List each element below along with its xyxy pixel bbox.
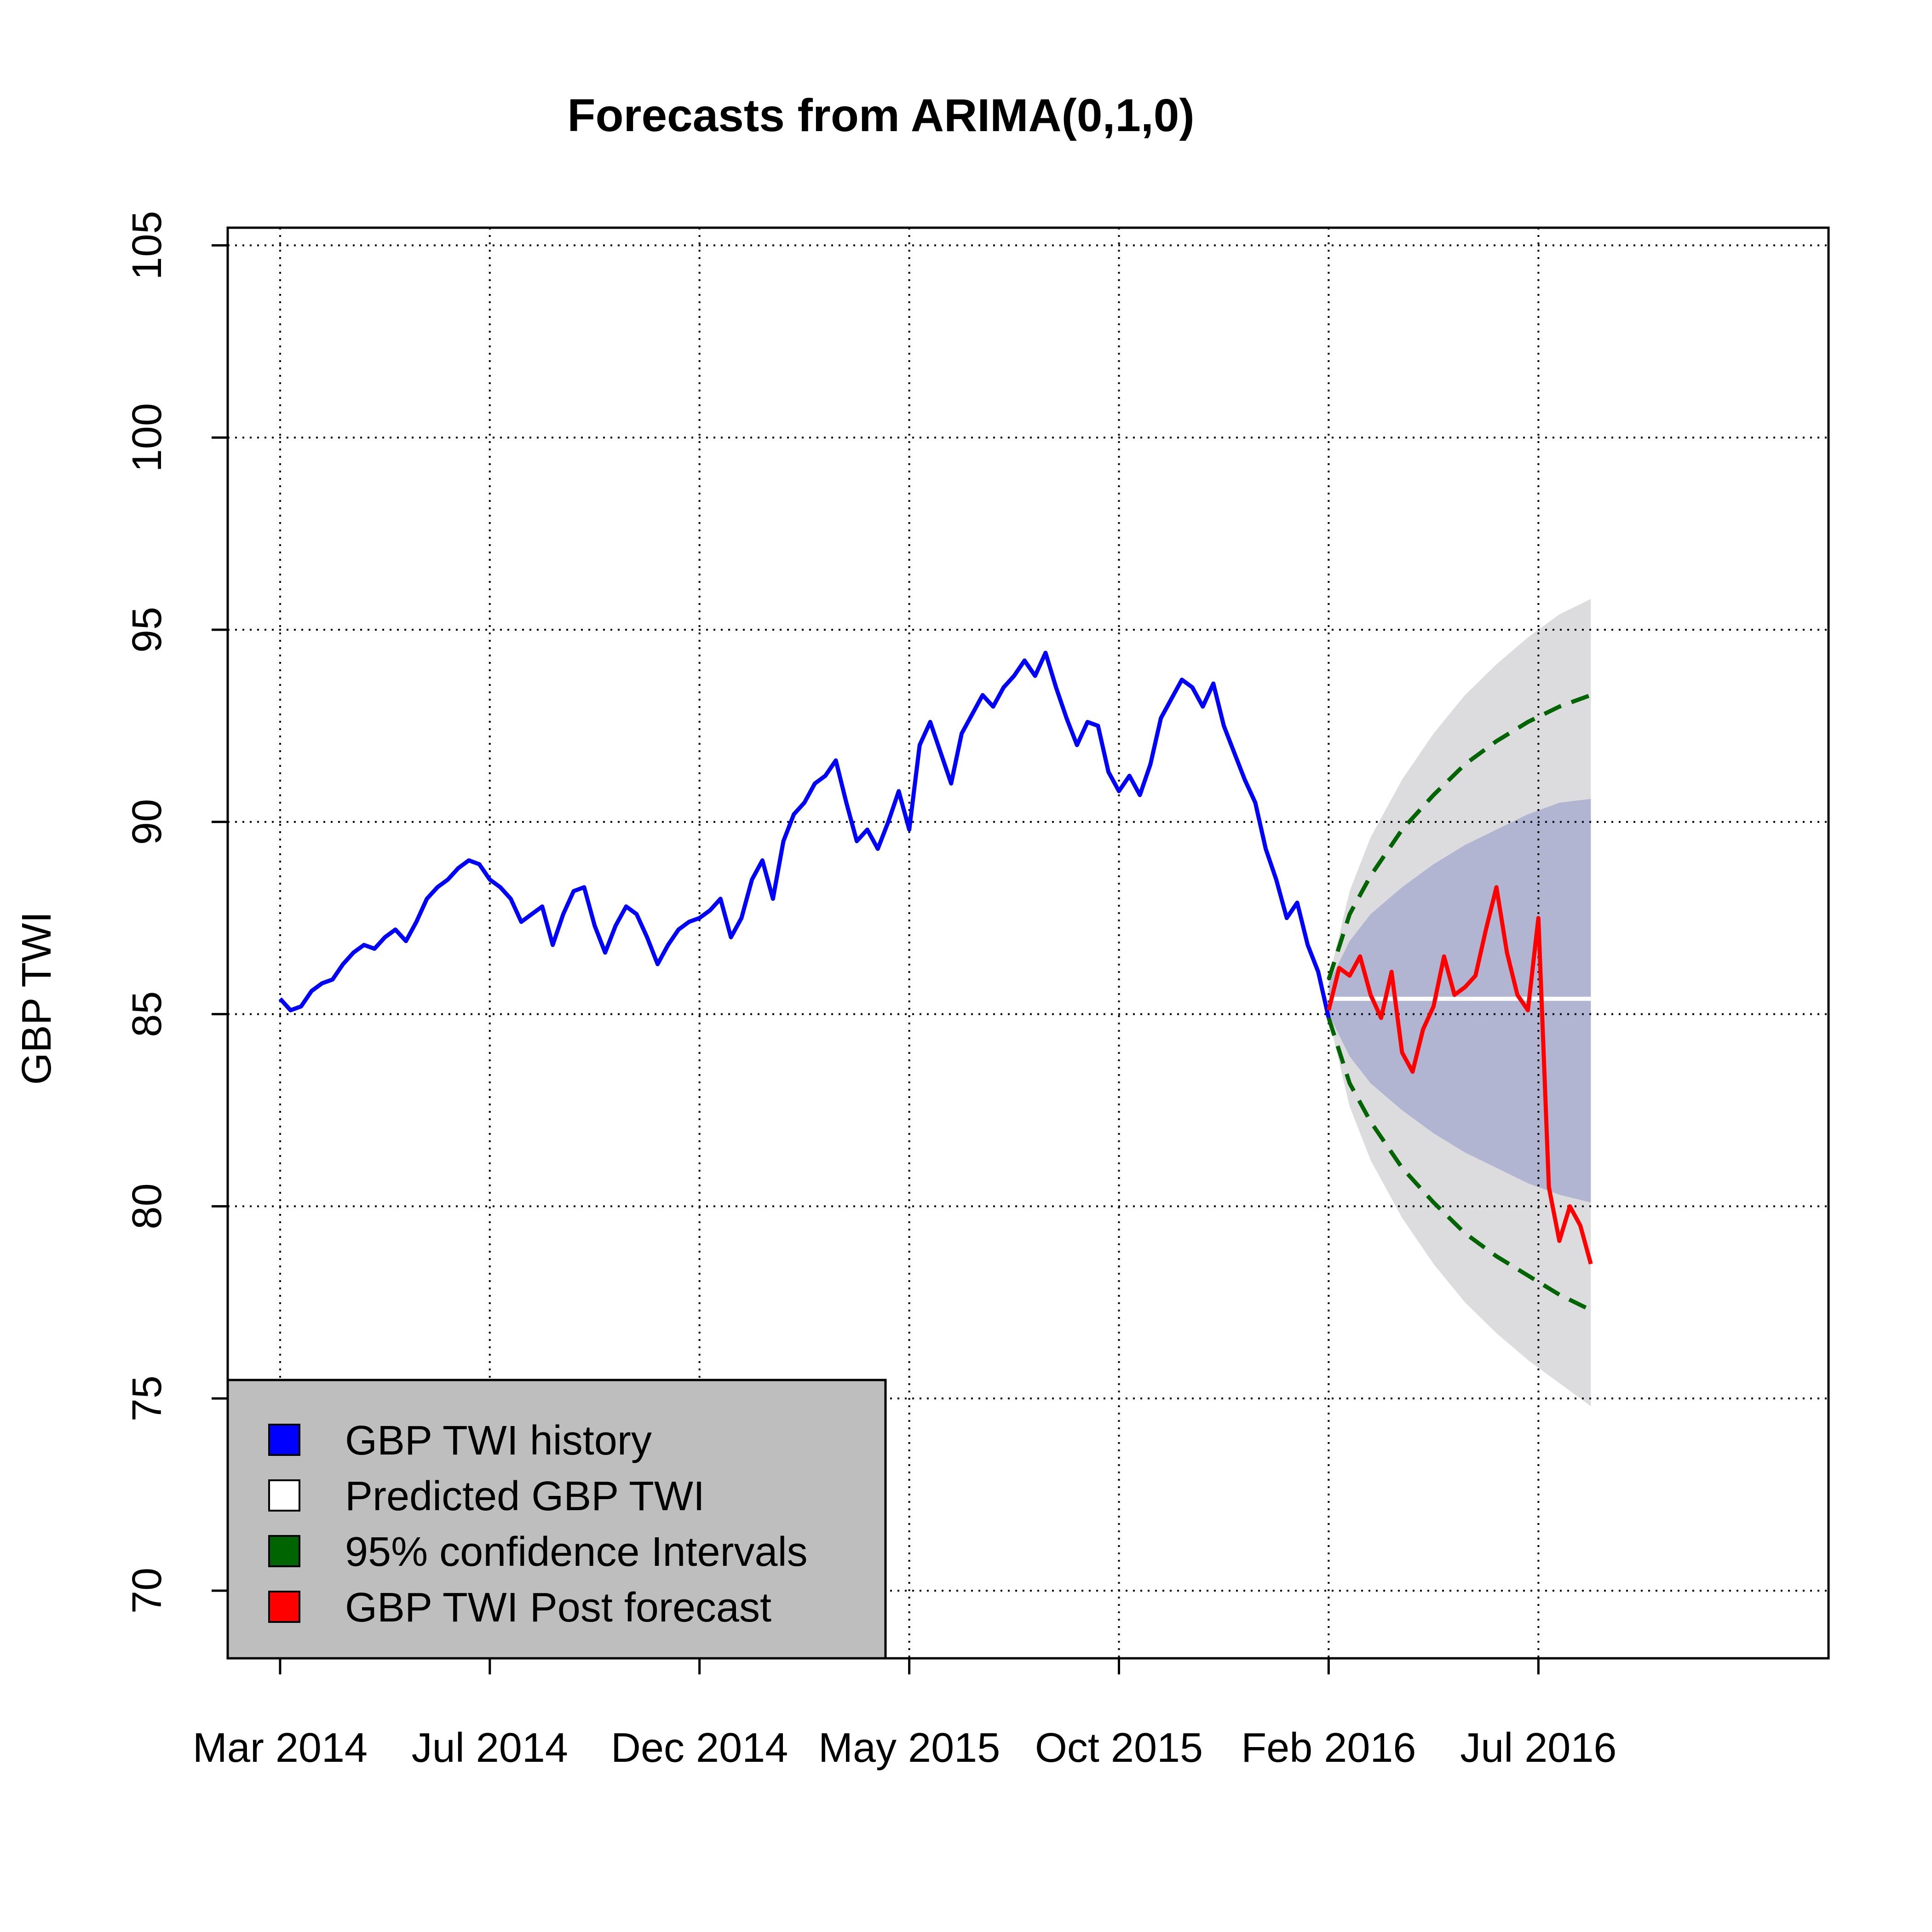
axes: Mar 2014 Jul 2014 Dec 2014 May 2015 Oct 2015… <box>124 211 1830 1771</box>
x-tick-label: Dec 2014 <box>611 1725 788 1771</box>
x-tick-label: Feb 2016 <box>1241 1725 1416 1771</box>
y-tick-label: 95 <box>124 607 170 653</box>
legend-swatch <box>268 1424 300 1456</box>
y-tick-label: 100 <box>124 403 170 472</box>
legend: GBP TWI history Predicted GBP TWI 95% conf… <box>226 1379 887 1660</box>
chart-title: Forecasts from ARIMA(0,1,0) <box>567 90 1194 141</box>
x-tick-label: Mar 2014 <box>193 1725 368 1771</box>
plot-frame <box>226 226 1830 1660</box>
y-tick-label: 80 <box>124 1183 170 1229</box>
ci95-lower-line <box>1327 1017 1592 1312</box>
legend-swatch <box>268 1535 300 1567</box>
legend-swatch <box>268 1591 300 1623</box>
history-line <box>278 650 1331 1018</box>
y-tick-label: 85 <box>124 991 170 1037</box>
series-lines <box>278 650 1593 1312</box>
legend-label: 95% confidence Intervals <box>345 1529 808 1575</box>
legend-label: GBP TWI history <box>345 1418 652 1464</box>
legend-swatch <box>268 1479 300 1512</box>
y-tick-label: 70 <box>124 1568 170 1614</box>
legend-box <box>226 1379 887 1660</box>
x-tick-label: Oct 2015 <box>1035 1725 1203 1771</box>
y-tick-label: 75 <box>124 1375 170 1421</box>
legend-label: Predicted GBP TWI <box>345 1473 705 1519</box>
legend-label: GBP TWI Post forecast <box>345 1585 771 1631</box>
x-tick-label: May 2015 <box>818 1725 1000 1771</box>
x-tick-label: Jul 2014 <box>412 1725 568 1771</box>
y-axis-label: GBP TWI <box>14 912 60 1085</box>
post-forecast-line <box>1327 885 1593 1265</box>
ci95-upper-line <box>1327 693 1592 980</box>
y-tick-label: 105 <box>124 211 170 280</box>
y-tick-label: 90 <box>124 799 170 845</box>
x-tick-label: Jul 2016 <box>1460 1725 1616 1771</box>
